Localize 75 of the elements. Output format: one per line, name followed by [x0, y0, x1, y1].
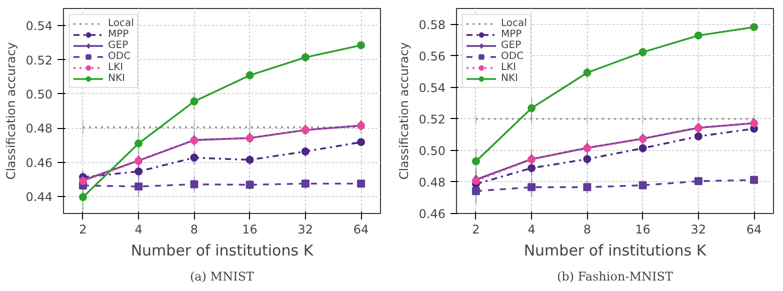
point: [583, 68, 592, 77]
point: [190, 154, 198, 162]
y-axis-title: Classification accuracy: [396, 42, 411, 180]
x-tick-label: 2: [472, 222, 480, 236]
y-tick-label: 0.46: [26, 156, 52, 170]
legend-label: MPP: [501, 29, 522, 40]
point: [638, 144, 647, 152]
point: [583, 183, 592, 192]
point: [357, 138, 366, 146]
x-tick-label: 2: [79, 222, 87, 236]
point: [694, 132, 702, 140]
x-tick-label: 32: [298, 222, 314, 236]
text: (b) Fashion-MNIST: [556, 270, 674, 284]
y-tick-label: 0.50: [26, 87, 52, 102]
point: [190, 97, 198, 106]
legend-label: ODC: [108, 51, 131, 62]
x-tick-label: 16: [635, 222, 650, 236]
y-axis-title: Classification accuracy: [4, 42, 18, 180]
point: [638, 181, 647, 190]
y-tick-label: 0.56: [418, 49, 446, 64]
y-tick-label: 0.52: [26, 53, 52, 68]
x-tick-label: 4: [528, 222, 536, 236]
point: [583, 155, 592, 164]
point: [357, 180, 366, 188]
legend-label: NKI: [108, 73, 126, 84]
legend-label: LKI: [108, 62, 124, 73]
point: [78, 193, 87, 202]
point: [246, 180, 254, 189]
x-tick-label: 64: [353, 222, 369, 236]
text: (a) MNIST: [190, 270, 254, 284]
point: [750, 23, 758, 32]
legend-label: Local: [501, 18, 527, 29]
y-tick-label: 0.54: [418, 80, 446, 95]
point: [301, 53, 310, 62]
y-tick-label: 0.44: [26, 190, 52, 204]
point: [134, 139, 143, 148]
point: [750, 176, 758, 184]
y-tick-label: 0.52: [418, 112, 446, 126]
legend-label: GEP: [108, 40, 128, 51]
point: [246, 156, 254, 164]
point: [134, 167, 143, 176]
point: [694, 31, 702, 40]
point: [246, 71, 254, 80]
x-tick-label: 32: [690, 222, 706, 236]
legend-label: LKI: [501, 62, 518, 73]
legend-label: GEP: [501, 40, 522, 51]
point: [190, 180, 198, 188]
y-tick-label: 0.48: [418, 175, 446, 190]
point: [301, 180, 310, 188]
point: [301, 147, 310, 156]
x-tick-label: 8: [190, 222, 198, 236]
x-tick-label: 16: [242, 222, 258, 236]
point: [528, 104, 536, 112]
legend-label: NKI: [501, 73, 519, 84]
y-tick-label: 0.58: [418, 18, 446, 32]
point: [357, 41, 366, 50]
x-tick-label: 64: [746, 222, 762, 236]
x-axis-title: Number of institutions K: [130, 242, 314, 260]
y-tick-label: 0.48: [26, 122, 52, 136]
x-axis-title: Number of institutions K: [524, 242, 708, 260]
point: [528, 164, 536, 172]
point: [134, 182, 143, 191]
legend-label: MPP: [108, 29, 129, 40]
point: [528, 183, 536, 192]
legend-label: Local: [108, 18, 134, 29]
point: [638, 48, 647, 56]
y-tick-label: 0.54: [26, 19, 52, 34]
x-tick-label: 8: [583, 222, 592, 236]
point: [472, 187, 480, 196]
y-tick-label: 0.50: [418, 144, 446, 158]
x-tick-label: 4: [134, 222, 142, 236]
legend-label: ODC: [501, 51, 524, 62]
point: [694, 177, 702, 186]
y-tick-label: 0.46: [418, 207, 446, 221]
point: [472, 157, 480, 166]
